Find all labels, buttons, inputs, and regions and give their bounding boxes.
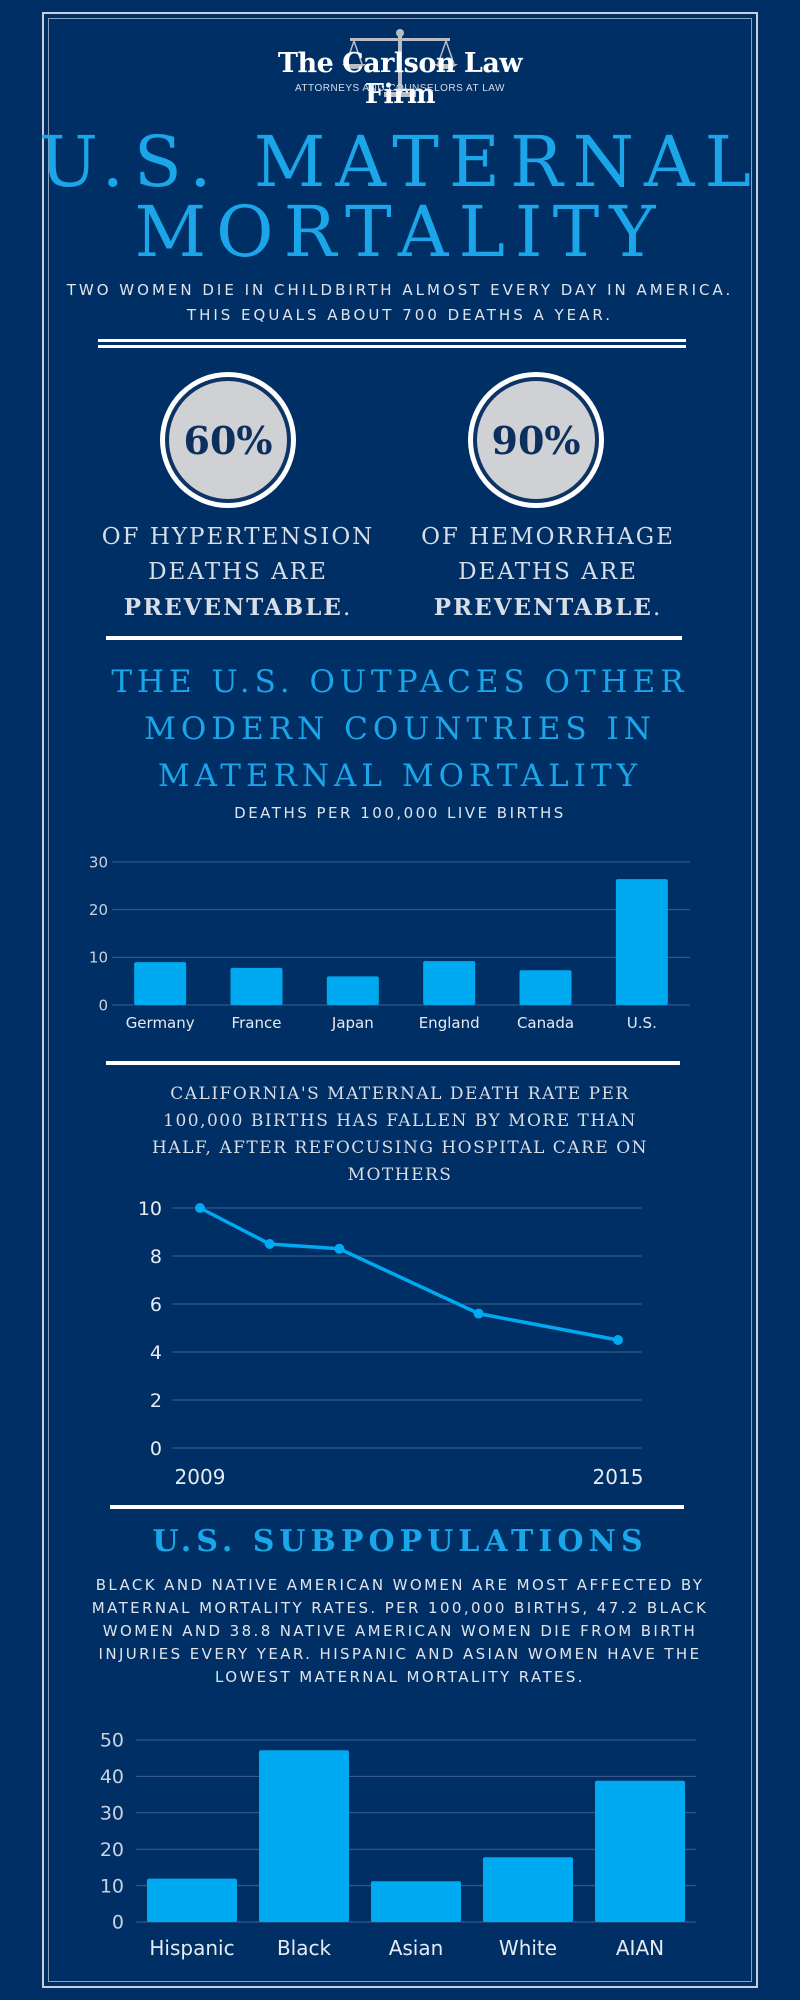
inner-frame	[48, 18, 752, 1982]
stat-value-hypertension: 60%	[165, 377, 291, 503]
y-tick-label: 8	[150, 1246, 162, 1268]
stat-line-emphasis: PREVENTABLE.	[433, 594, 663, 621]
subpopulations-bar-chart: 0 10 20 30 40 50 Hispanic Black Asian White AIAN	[100, 1730, 696, 1960]
y-tick-label: 2	[150, 1390, 162, 1412]
y-tick-label: 0	[150, 1438, 162, 1460]
divider	[106, 1061, 680, 1065]
y-tick-label: 10	[100, 1875, 124, 1897]
y-tick-label: 10	[138, 1198, 162, 1220]
firm-tagline: ATTORNEYS AND COUNSELORS AT LAW	[295, 83, 505, 94]
stat-text-hypertension: OF HYPERTENSION DEATHS ARE PREVENTABLE.	[88, 520, 388, 626]
x-category-label: Hispanic	[149, 1936, 234, 1960]
california-line-chart: 0 2 4 6 8 10 2009 2015	[138, 1198, 644, 1489]
bar-black	[259, 1750, 349, 1922]
stat-text-hemorrhage: OF HEMORRHAGE DEATHS ARE PREVENTABLE.	[398, 520, 698, 626]
california-title-line2: 100,000 BIRTHS HAS FALLEN BY MORE THAN	[163, 1111, 637, 1131]
y-tick-label: 6	[150, 1294, 162, 1316]
bar-japan	[326, 976, 379, 1005]
subpop-line: MATERNAL MORTALITY RATES. PER 100,000 BI…	[91, 1599, 709, 1617]
countries-title-line1: THE U.S. OUTPACES OTHER	[111, 664, 689, 700]
y-tick-label: 30	[100, 1802, 124, 1824]
x-tick-label: 2015	[593, 1465, 644, 1489]
y-tick-label: 10	[89, 949, 108, 967]
x-tick-label: 2009	[175, 1465, 226, 1489]
data-point	[613, 1335, 623, 1345]
x-category-label: Canada	[517, 1014, 574, 1032]
y-tick-label: 0	[112, 1912, 124, 1934]
stat-line: DEATHS ARE	[458, 559, 638, 585]
divider	[110, 1505, 684, 1509]
series-line	[199, 1206, 619, 1342]
subpop-line: WOMEN AND 38.8 NATIVE AMERICAN WOMEN DIE…	[102, 1622, 698, 1640]
y-tick-label: 20	[100, 1839, 124, 1861]
bar-asian	[371, 1881, 461, 1922]
x-category-label: Black	[277, 1936, 332, 1960]
california-title-line3: HALF, AFTER REFOCUSING HOSPITAL CARE ON	[151, 1138, 649, 1158]
stat-circle-hypertension: 60%	[160, 372, 296, 508]
countries-subtitle: DEATHS PER 100,000 LIVE BIRTHS	[234, 804, 566, 822]
data-point	[473, 1308, 484, 1319]
y-tick-label: 20	[89, 901, 108, 919]
x-category-label: Germany	[126, 1014, 195, 1032]
y-tick-label: 50	[100, 1730, 124, 1752]
subpop-line: BLACK AND NATIVE AMERICAN WOMEN ARE MOST…	[95, 1576, 705, 1594]
bar-aian	[595, 1780, 685, 1922]
countries-bar-chart: 0 10 20 30 Germany France Japan England Canada U.…	[89, 853, 690, 1032]
intro-text: TWO WOMEN DIE IN CHILDBIRTH ALMOST EVERY…	[66, 281, 734, 324]
bar-white	[483, 1857, 573, 1922]
scales-of-justice-icon	[342, 29, 458, 97]
california-title-line4: MOTHERS	[347, 1165, 453, 1185]
subpopulations-text: BLACK AND NATIVE AMERICAN WOMEN ARE MOST…	[60, 1574, 740, 1689]
x-category-label: White	[499, 1936, 557, 1960]
subpopulations-title: U.S. SUBPOPULATIONS	[152, 1524, 648, 1559]
stat-line: DEATHS ARE	[148, 559, 328, 585]
y-tick-label: 30	[89, 853, 108, 871]
double-divider	[98, 339, 686, 348]
stat-line-emphasis: PREVENTABLE.	[123, 594, 353, 621]
data-point	[334, 1243, 345, 1254]
main-title-line1: U.S. MATERNAL	[39, 121, 761, 203]
data-point	[264, 1239, 275, 1249]
stat-value-hemorrhage: 90%	[473, 377, 599, 503]
firm-logo[interactable]: The Carlson Law Firm ATTORNEYS AND COUNS…	[250, 28, 550, 110]
outer-frame	[42, 12, 758, 1988]
y-tick-label: 0	[98, 996, 108, 1014]
bar-us	[615, 879, 668, 1005]
main-title-line2: MORTALITY	[134, 191, 666, 273]
x-category-label: U.S.	[627, 1014, 657, 1032]
y-tick-label: 4	[150, 1342, 162, 1364]
stat-line: OF HYPERTENSION	[101, 524, 375, 550]
subpop-line: LOWEST MATERNAL MORTALITY RATES.	[215, 1668, 585, 1686]
countries-title-line3: MATERNAL MORTALITY	[157, 758, 643, 794]
countries-title-line2: MODERN COUNTRIES IN	[144, 711, 656, 747]
bar-hispanic	[147, 1878, 237, 1922]
bar-canada	[519, 970, 572, 1005]
x-category-label: Japan	[331, 1014, 374, 1032]
bar-france	[230, 967, 283, 1005]
data-point	[195, 1203, 205, 1213]
x-category-label: England	[419, 1014, 480, 1032]
subpop-line: INJURIES EVERY YEAR. HISPANIC AND ASIAN …	[98, 1645, 702, 1663]
x-category-label: France	[232, 1014, 282, 1032]
bar-england	[423, 961, 476, 1005]
x-category-label: Asian	[389, 1936, 444, 1960]
stat-circle-hemorrhage: 90%	[468, 372, 604, 508]
x-category-label: AIAN	[616, 1936, 664, 1960]
divider	[106, 636, 682, 640]
bar-germany	[134, 962, 187, 1005]
firm-name: The Carlson Law Firm	[277, 48, 523, 110]
y-tick-label: 40	[100, 1766, 124, 1788]
stat-line: OF HEMORRHAGE	[421, 524, 675, 550]
california-title-line1: CALIFORNIA'S MATERNAL DEATH RATE PER	[170, 1084, 630, 1104]
